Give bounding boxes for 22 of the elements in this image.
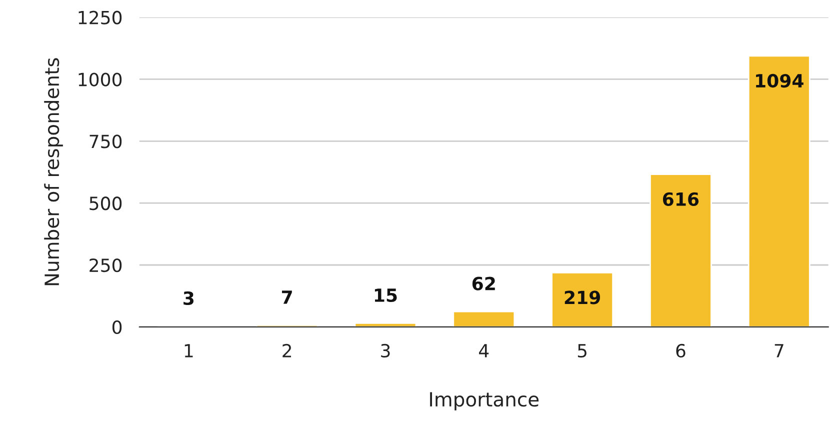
x-axis-title: Importance <box>430 392 539 410</box>
x-tick-label: 3 <box>381 344 390 358</box>
y-tick-label: 0 <box>112 320 122 334</box>
data-label: 1094 <box>756 74 804 88</box>
data-label: 15 <box>374 288 397 302</box>
y-tick-label: 500 <box>90 196 122 210</box>
x-tick-label: 4 <box>479 344 489 358</box>
data-label: 3 <box>184 291 194 306</box>
x-tick-label: 2 <box>282 344 291 358</box>
y-tick-label: 250 <box>90 258 122 272</box>
x-tick-label: 1 <box>184 344 193 358</box>
data-label: 219 <box>564 290 600 304</box>
x-tick-label: 7 <box>774 344 784 358</box>
y-tick-label: 1250 <box>78 10 122 24</box>
x-tick-label: 6 <box>676 344 686 358</box>
y-tick-label: 1000 <box>78 72 122 86</box>
y-tick-label: 750 <box>90 134 122 148</box>
y-axis-title: Number of respondents <box>44 58 63 286</box>
data-label: 62 <box>472 276 495 290</box>
data-label: 616 <box>662 192 699 206</box>
x-tick-label: 5 <box>578 344 586 358</box>
data-label: 7 <box>282 290 292 304</box>
